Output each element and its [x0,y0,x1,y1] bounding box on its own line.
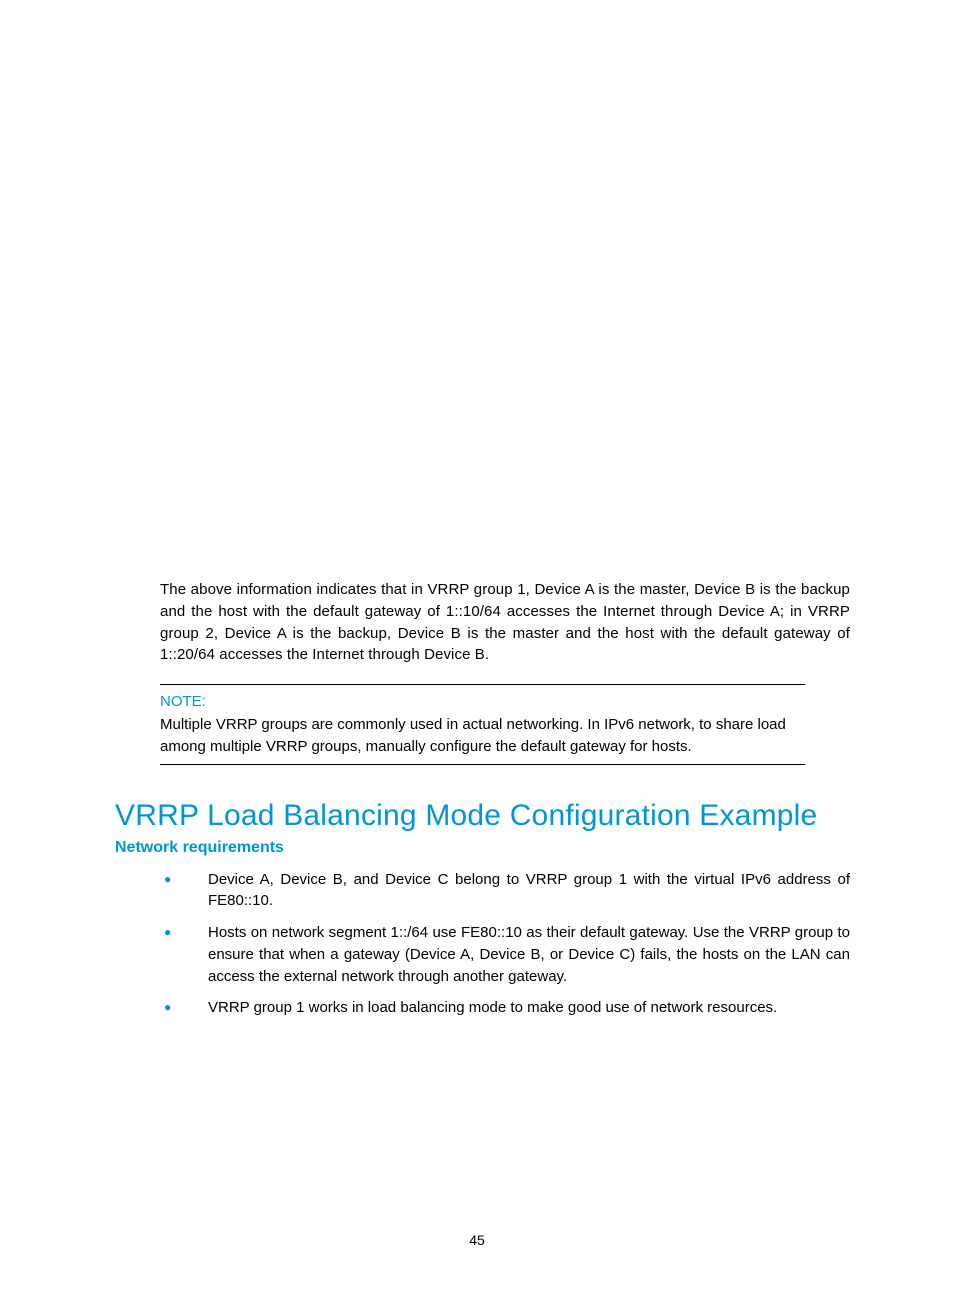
list-item-text: Device A, Device B, and Device C belong … [208,869,850,913]
bullet-icon: ● [160,922,208,987]
note-box: NOTE: Multiple VRRP groups are commonly … [160,684,805,765]
note-label: NOTE: [160,693,805,710]
heading-2: Network requirements [115,839,850,857]
intro-paragraph: The above information indicates that in … [160,579,850,666]
list-item: ● Device A, Device B, and Device C belon… [160,869,850,913]
bullet-icon: ● [160,869,208,913]
list-item: ● VRRP group 1 works in load balancing m… [160,997,850,1019]
bullet-list: ● Device A, Device B, and Device C belon… [160,869,850,1020]
content-area: The above information indicates that in … [115,579,850,1029]
page: The above information indicates that in … [0,0,954,1294]
heading-1: VRRP Load Balancing Mode Configuration E… [115,799,850,833]
list-item-text: Hosts on network segment 1::/64 use FE80… [208,922,850,987]
page-number: 45 [0,1232,954,1248]
list-item-text: VRRP group 1 works in load balancing mod… [208,997,777,1019]
bullet-icon: ● [160,997,208,1019]
note-text: Multiple VRRP groups are commonly used i… [160,714,805,758]
list-item: ● Hosts on network segment 1::/64 use FE… [160,922,850,987]
